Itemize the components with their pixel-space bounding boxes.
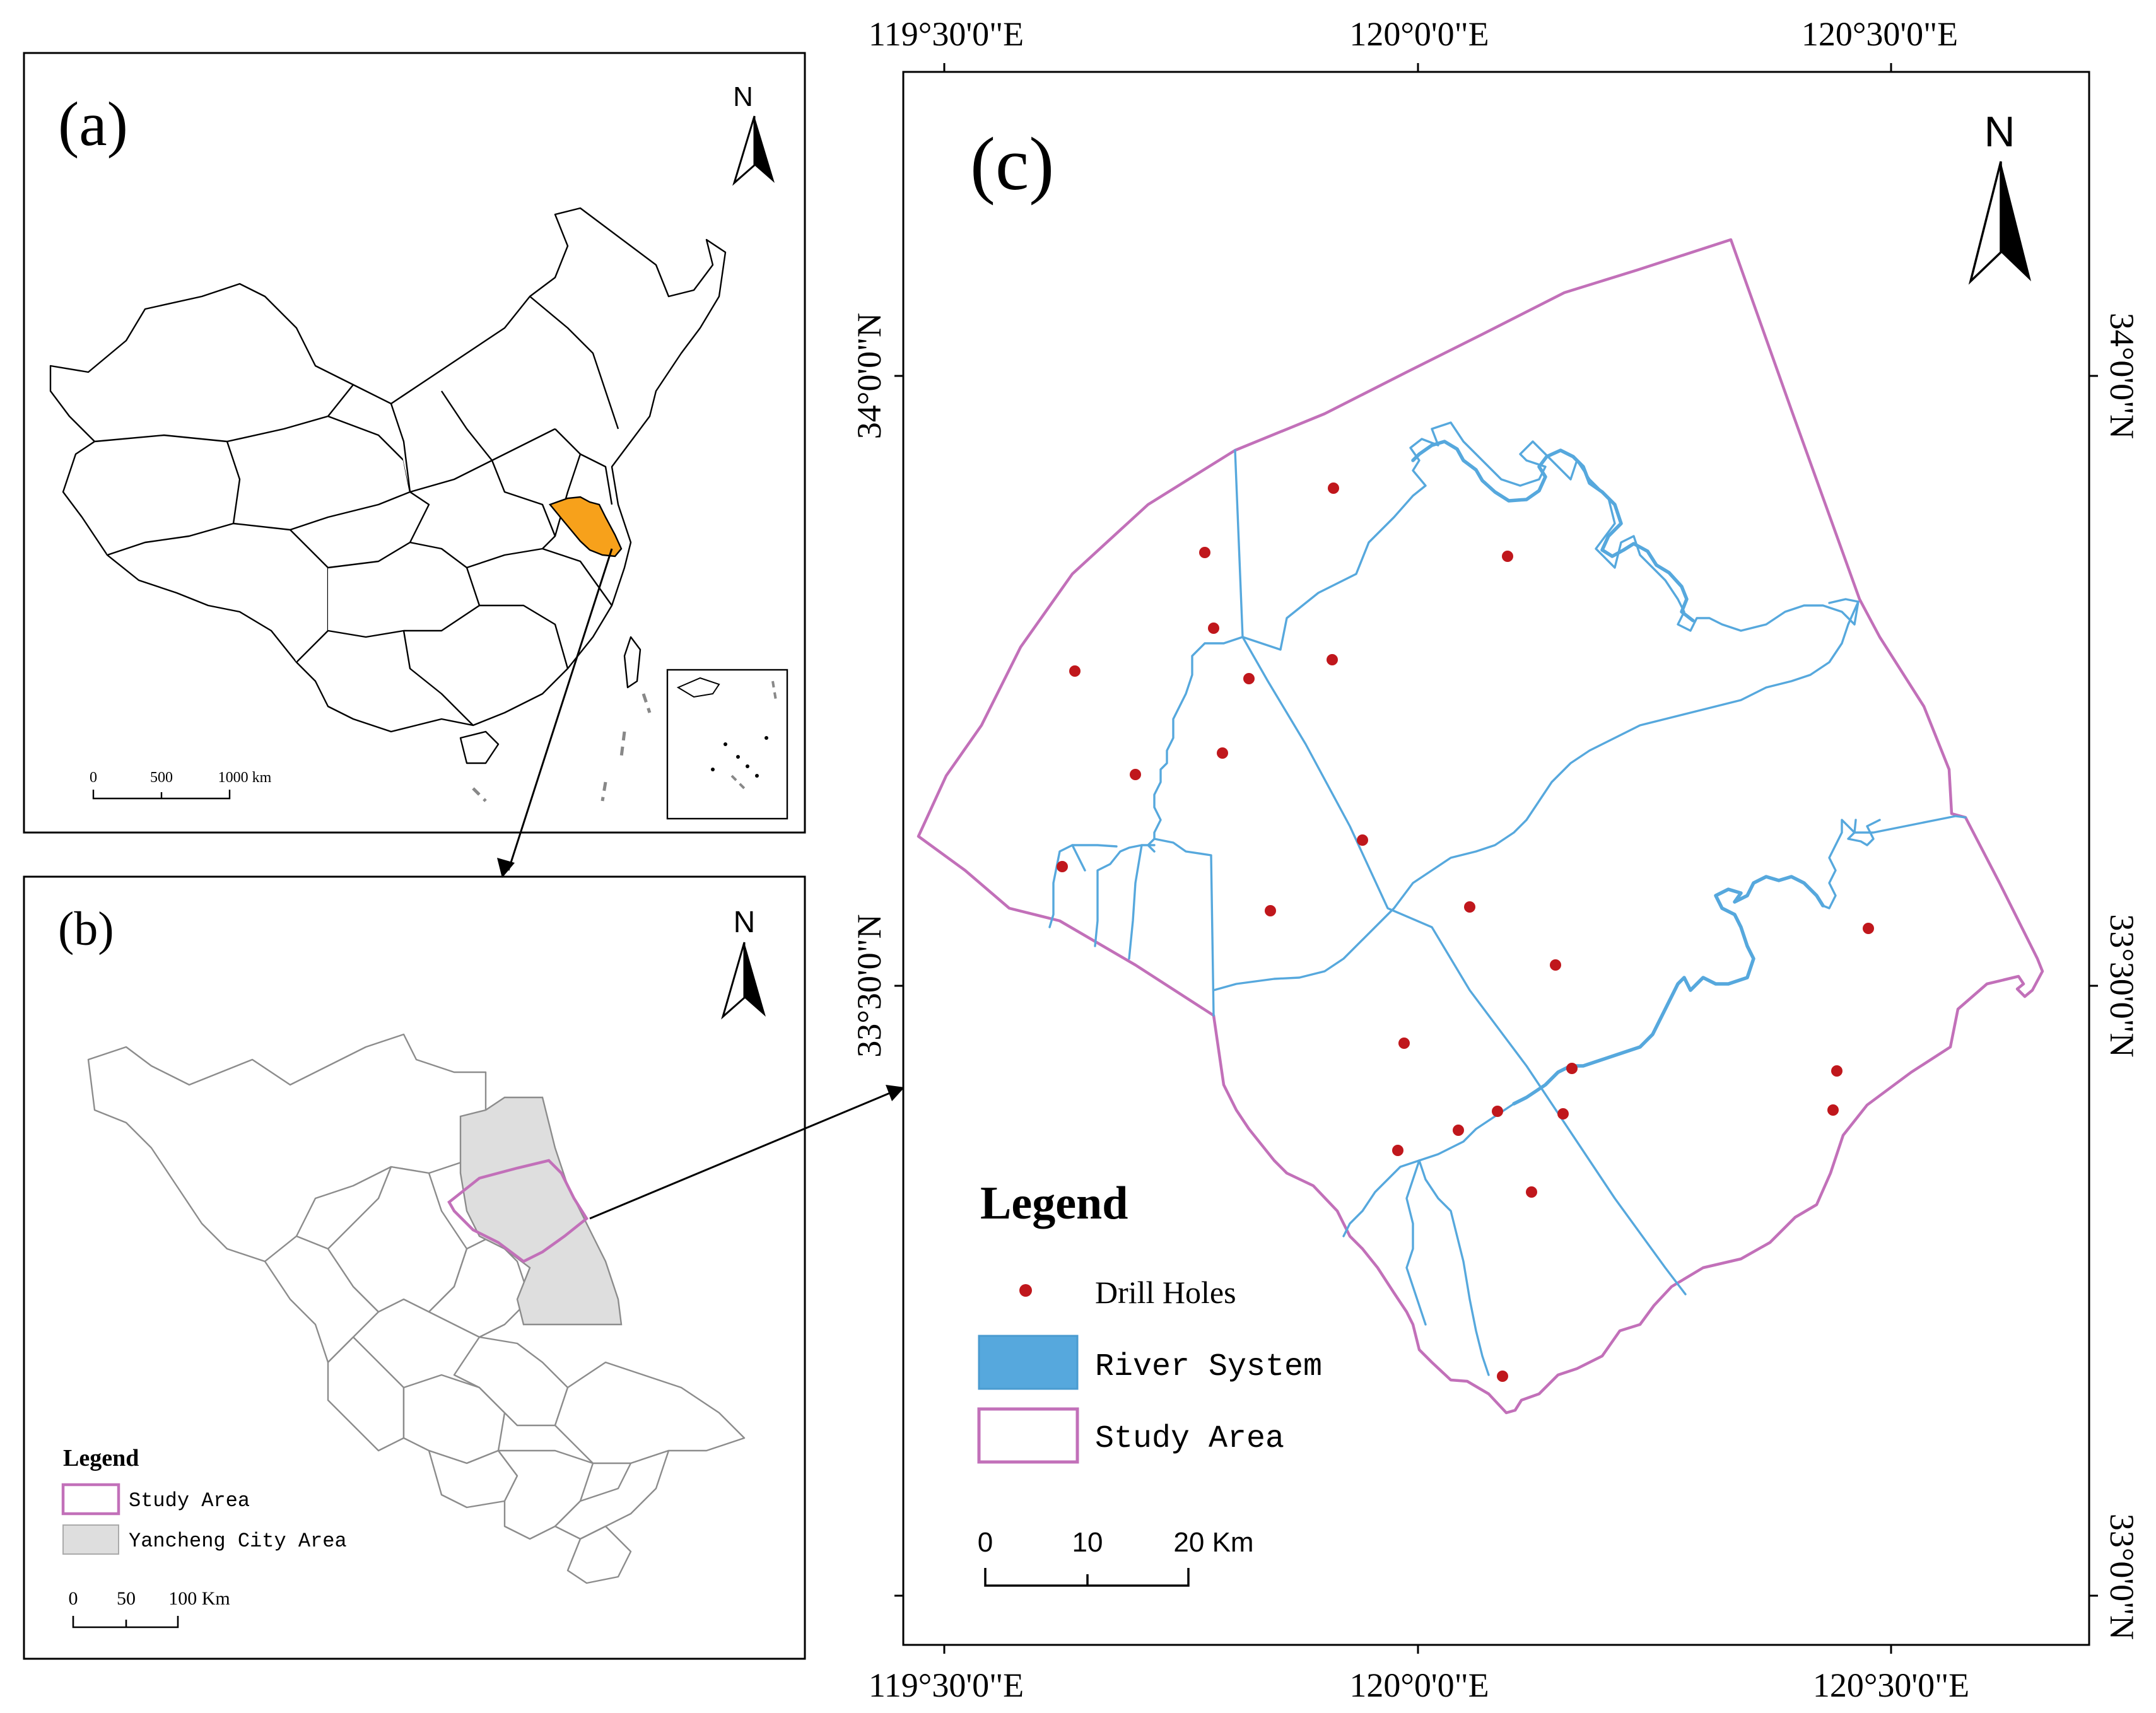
panel-b-legend-swatch-study xyxy=(61,1483,120,1516)
north-arrow-icon: N xyxy=(1968,108,2031,285)
panel-b-scale-bar: 0 50 100 Km xyxy=(69,1588,230,1628)
drill-hole-icon xyxy=(1464,901,1475,913)
panel-b-north-letter: N xyxy=(734,906,756,939)
drill-hole-icon xyxy=(1557,1108,1569,1120)
drill-hole-icon xyxy=(1526,1186,1537,1198)
svg-text:500: 500 xyxy=(150,769,173,786)
panel-c: 119°30'0"E 120°0'0"E 120°30'0"E 119°30'0… xyxy=(850,15,2141,1704)
panel-c-north-letter: N xyxy=(1984,108,2015,156)
china-map xyxy=(49,207,727,802)
panel-c-legend-swatch-river xyxy=(978,1335,1079,1390)
panel-b-legend: Legend Study Area Yancheng City Area xyxy=(61,1445,347,1555)
panel-c-legend: Legend Drill Holes River System Study Ar… xyxy=(977,1178,1322,1464)
panel-b: (b) N Legend xyxy=(23,875,806,1660)
north-arrow-icon: N xyxy=(732,81,775,186)
panel-b-legend-swatch-yancheng xyxy=(62,1524,119,1555)
lon-label-bottom-1: 119°30'0"E xyxy=(869,1666,1024,1704)
panel-b-legend-study: Study Area xyxy=(129,1489,250,1512)
drill-hole-icon xyxy=(1265,905,1276,916)
drill-hole-icon xyxy=(1328,482,1339,494)
lon-label-top-3: 120°30'0"E xyxy=(1802,15,1958,53)
panel-b-legend-title: Legend xyxy=(63,1445,139,1471)
drill-hole-icon xyxy=(1327,654,1338,665)
south-china-sea-inset xyxy=(666,669,788,820)
svg-text:50: 50 xyxy=(117,1588,136,1609)
panel-b-study-area xyxy=(447,1159,589,1263)
panel-b-legend-yancheng: Yancheng City Area xyxy=(129,1529,347,1553)
panel-a: (a) N xyxy=(23,52,806,834)
drill-holes xyxy=(1057,482,1874,1382)
drill-hole-icon xyxy=(1199,547,1210,558)
svg-text:20 Km: 20 Km xyxy=(1173,1527,1253,1558)
drill-hole-icon xyxy=(1217,747,1228,759)
panel-a-north-letter: N xyxy=(733,81,753,112)
svg-text:100 Km: 100 Km xyxy=(168,1588,230,1609)
drill-hole-icon xyxy=(1492,1106,1503,1117)
drill-hole-icon xyxy=(1392,1145,1403,1156)
lat-label-right-2: 33°30'0"N xyxy=(2103,914,2141,1057)
panel-a-scale-bar: 0 500 1000 km xyxy=(90,769,272,800)
panel-c-legend-drill-holes: Drill Holes xyxy=(1095,1275,1236,1310)
jiangsu-highlight xyxy=(548,496,623,558)
drill-hole-icon xyxy=(1827,1104,1839,1116)
drill-hole-icon xyxy=(1863,923,1874,934)
drill-hole-icon xyxy=(1057,861,1068,872)
panel-a-label: (a) xyxy=(58,89,128,159)
yancheng-city-area xyxy=(459,1096,623,1326)
svg-text:0: 0 xyxy=(978,1527,993,1558)
svg-text:0: 0 xyxy=(90,769,97,786)
drill-hole-icon xyxy=(1208,623,1219,634)
panel-c-legend-title: Legend xyxy=(980,1178,1128,1229)
panel-c-label: (c) xyxy=(970,122,1054,206)
panel-c-legend-swatch-study xyxy=(977,1407,1079,1464)
lat-label-left-2: 33°30'0"N xyxy=(850,914,888,1057)
drill-hole-icon xyxy=(1453,1125,1464,1136)
drill-hole-icon xyxy=(1398,1038,1410,1049)
drill-hole-icon xyxy=(1550,959,1561,971)
drill-hole-icon xyxy=(1130,769,1141,780)
lat-label-left-1: 34°0'0"N xyxy=(850,313,888,439)
drill-hole-icon xyxy=(1019,1284,1032,1297)
lon-label-bottom-2: 120°0'0"E xyxy=(1349,1666,1489,1704)
drill-hole-icon xyxy=(1497,1371,1508,1382)
panel-c-scale-bar: 0 10 20 Km xyxy=(978,1527,1254,1587)
lat-label-right-3: 33°0'0"N xyxy=(2103,1514,2141,1640)
lon-label-top-1: 119°30'0"E xyxy=(869,15,1024,53)
drill-hole-icon xyxy=(1243,673,1255,684)
panel-c-frame xyxy=(902,71,2090,1646)
north-arrow-icon: N xyxy=(721,906,766,1020)
jiangsu-city-map xyxy=(87,1033,746,1584)
svg-text:10: 10 xyxy=(1072,1527,1103,1558)
lon-label-top-2: 120°0'0"E xyxy=(1349,15,1489,53)
panel-c-legend-study: Study Area xyxy=(1095,1421,1284,1457)
drill-hole-icon xyxy=(1069,665,1081,677)
panel-b-label: (b) xyxy=(58,903,114,956)
river-system xyxy=(1048,421,1967,1376)
lon-label-bottom-3: 120°30'0"E xyxy=(1813,1666,1969,1704)
svg-text:1000 km: 1000 km xyxy=(218,769,272,786)
panel-c-legend-river: River System xyxy=(1095,1349,1322,1385)
drill-hole-icon xyxy=(1502,551,1513,562)
drill-hole-icon xyxy=(1831,1065,1843,1077)
svg-text:0: 0 xyxy=(69,1588,78,1609)
connector-arrows xyxy=(497,548,905,1220)
drill-hole-icon xyxy=(1357,834,1368,846)
study-area-boundary xyxy=(917,238,2044,1415)
drill-hole-icon xyxy=(1566,1063,1578,1074)
lat-label-right-1: 34°0'0"N xyxy=(2103,313,2141,439)
